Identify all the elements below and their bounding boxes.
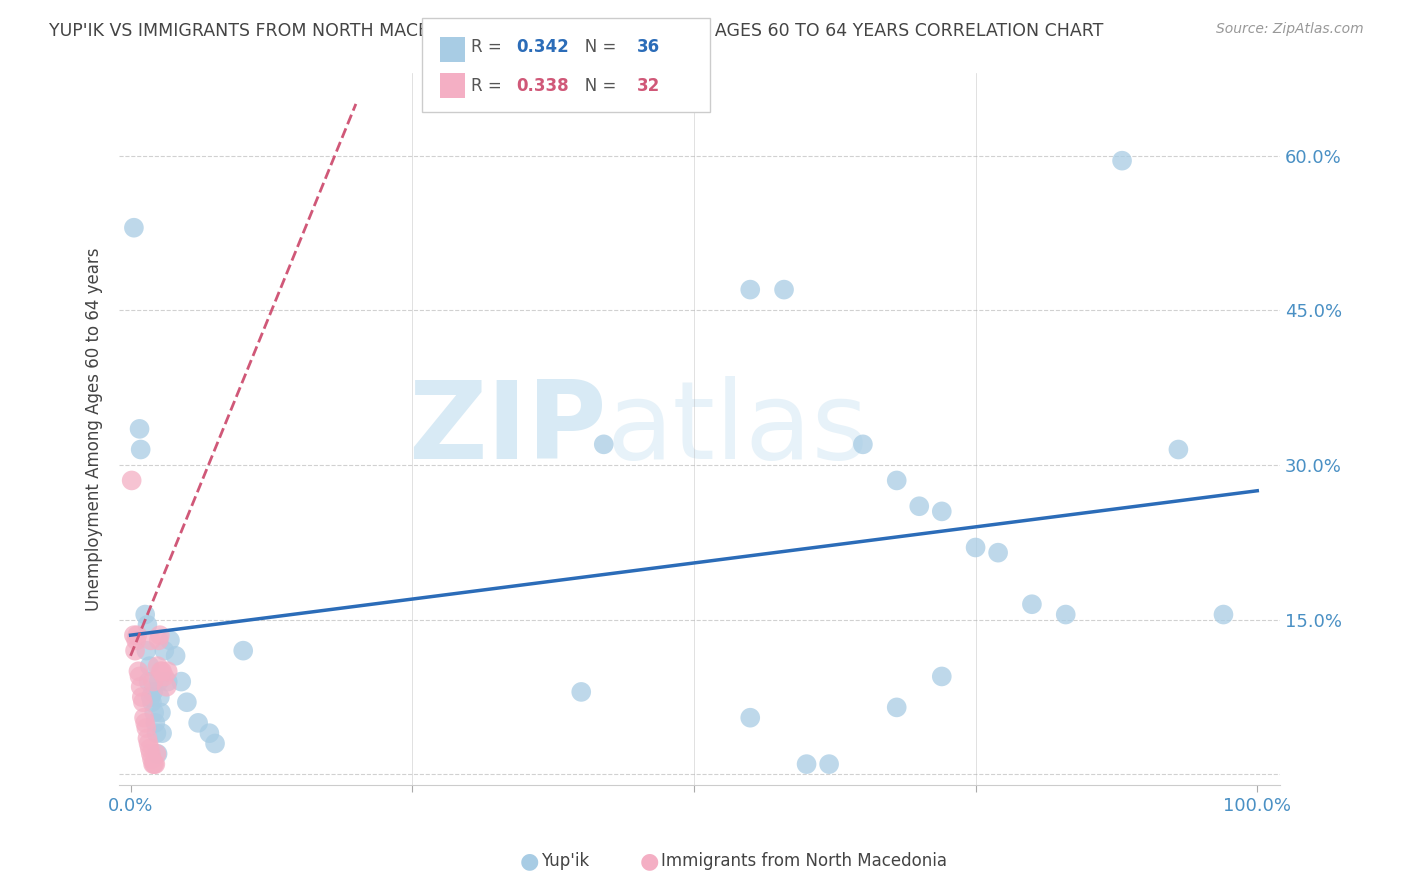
Point (136, 618, 159, 632)
Point (146, 747, 169, 761)
Point (153, 643, 176, 657)
Point (931, 669, 953, 683)
Text: N =: N = (569, 77, 621, 95)
Text: 0.342: 0.342 (516, 38, 569, 56)
Point (148, 633, 170, 648)
Point (198, 726, 221, 740)
Point (138, 659, 160, 673)
Point (149, 665, 172, 679)
Text: N =: N = (569, 38, 621, 56)
Point (156, 674, 179, 689)
Point (128, 422, 150, 436)
Point (204, 737, 226, 751)
Text: Yup'ik: Yup'ik (541, 852, 589, 870)
Point (569, 685, 592, 699)
Text: R =: R = (471, 38, 508, 56)
Point (149, 628, 172, 642)
Point (121, 474, 143, 488)
Point (143, 715, 166, 730)
Point (886, 700, 908, 714)
Text: ●: ● (520, 851, 540, 871)
Point (159, 633, 181, 648)
Text: ZIP: ZIP (408, 376, 607, 482)
Point (1021, 597, 1043, 611)
Text: YUP'IK VS IMMIGRANTS FROM NORTH MACEDONIA UNEMPLOYMENT AMONG AGES 60 TO 64 YEARS: YUP'IK VS IMMIGRANTS FROM NORTH MACEDONI… (49, 22, 1104, 40)
Point (146, 659, 169, 673)
Point (136, 731, 159, 746)
Point (155, 680, 177, 694)
Point (150, 726, 173, 740)
Point (132, 695, 155, 709)
Text: Immigrants from North Macedonia: Immigrants from North Macedonia (661, 852, 946, 870)
Point (143, 706, 166, 720)
Point (135, 643, 157, 657)
Point (142, 757, 165, 772)
Point (1054, 607, 1077, 622)
Point (153, 669, 176, 683)
Point (987, 546, 1010, 560)
Point (165, 648, 187, 663)
Point (148, 674, 170, 689)
Point (122, 628, 145, 642)
Text: 36: 36 (637, 38, 659, 56)
Point (149, 690, 172, 704)
Point (149, 706, 172, 720)
Point (143, 757, 166, 772)
Point (139, 747, 162, 761)
Point (125, 633, 148, 648)
Point (886, 474, 908, 488)
Point (170, 674, 193, 689)
Point (1167, 442, 1189, 457)
Y-axis label: Unemployment Among Ages 60 to 64 years: Unemployment Among Ages 60 to 64 years (86, 247, 103, 611)
Point (127, 665, 149, 679)
Point (129, 680, 152, 694)
Point (134, 607, 156, 622)
Point (965, 541, 987, 555)
Point (135, 721, 157, 735)
Point (176, 695, 198, 709)
Point (740, 711, 762, 725)
Point (128, 669, 150, 683)
Point (908, 500, 931, 514)
Text: atlas: atlas (607, 376, 869, 482)
Point (187, 715, 209, 730)
Text: Source: ZipAtlas.com: Source: ZipAtlas.com (1216, 22, 1364, 37)
Point (232, 643, 254, 657)
Point (132, 711, 155, 725)
Point (773, 283, 796, 297)
Point (150, 665, 173, 679)
Point (122, 220, 145, 235)
Point (138, 741, 160, 756)
Point (931, 504, 953, 518)
Point (852, 437, 875, 451)
Point (141, 752, 163, 766)
Point (1111, 153, 1133, 168)
Point (127, 628, 149, 642)
Point (139, 690, 162, 704)
Point (138, 737, 160, 751)
Point (138, 674, 160, 689)
Point (129, 442, 152, 457)
Point (592, 437, 614, 451)
Point (131, 690, 153, 704)
Text: 0.338: 0.338 (516, 77, 568, 95)
Point (134, 715, 156, 730)
Point (156, 665, 179, 679)
Point (141, 695, 163, 709)
Point (143, 757, 166, 772)
Point (145, 747, 167, 761)
Point (740, 283, 762, 297)
Text: 32: 32 (637, 77, 661, 95)
Point (1212, 607, 1234, 622)
Text: R =: R = (471, 77, 508, 95)
Point (142, 674, 165, 689)
Point (124, 643, 146, 657)
Point (145, 726, 167, 740)
Text: ●: ● (640, 851, 659, 871)
Point (139, 633, 162, 648)
Point (818, 757, 841, 772)
Point (796, 757, 818, 772)
Point (142, 685, 165, 699)
